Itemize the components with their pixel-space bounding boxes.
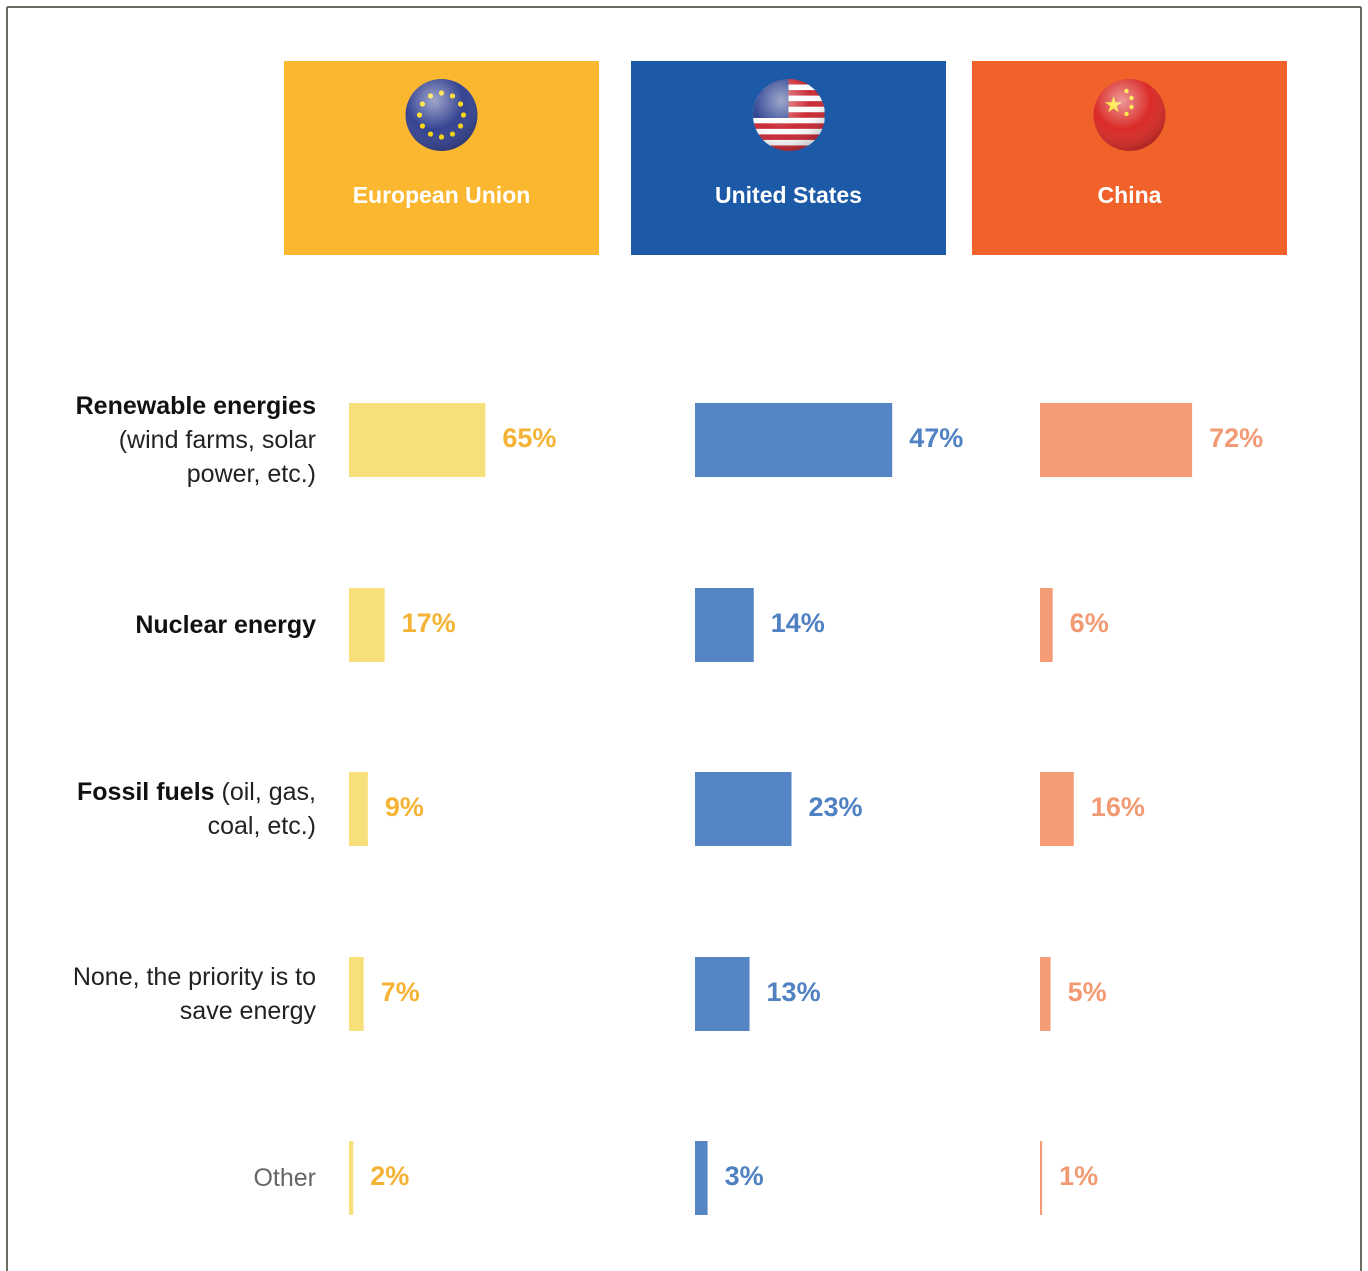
category-detail: (oil, gas, coal, etc.) (207, 778, 316, 840)
category-label: Other (54, 1161, 316, 1195)
value-label: 2% (370, 1161, 409, 1191)
value-label: 3% (725, 1161, 764, 1191)
value-label: 23% (809, 792, 863, 822)
country-name: European Union (353, 182, 531, 208)
bar (1040, 403, 1193, 477)
flag (1093, 79, 1166, 151)
bar (1040, 1141, 1043, 1215)
value-label: 7% (381, 977, 420, 1007)
flag-shine (1093, 79, 1166, 151)
bar (349, 403, 486, 477)
country-name: United States (715, 182, 862, 208)
flag-shine (752, 79, 825, 151)
category-detail: Other (253, 1164, 316, 1192)
frame (6, 6, 1362, 1271)
value-label: 17% (402, 608, 456, 638)
bar (349, 957, 364, 1031)
value-label: 65% (502, 423, 556, 453)
bar (1040, 772, 1074, 846)
category-name: Fossil fuels (77, 778, 215, 806)
value-label: 1% (1059, 1161, 1098, 1191)
category-label: Renewable energies (wind farms, solar po… (54, 389, 316, 491)
category-label: Fossil fuels (oil, gas, coal, etc.) (54, 775, 316, 843)
category-label: None, the priority is to save energy (54, 960, 316, 1028)
bar (1040, 957, 1051, 1031)
category-name: Nuclear energy (135, 611, 316, 639)
bar (695, 588, 754, 662)
flag (405, 79, 478, 151)
category-name: Renewable energies (75, 392, 316, 420)
value-label: 72% (1209, 423, 1263, 453)
flag-shine (405, 79, 478, 151)
category-label: Nuclear energy (54, 608, 316, 642)
category-detail: (wind farms, solar power, etc.) (118, 426, 316, 488)
country-name: China (1098, 182, 1162, 208)
bar (695, 772, 792, 846)
flag (752, 79, 825, 151)
category-detail: None, the priority is to save energy (72, 963, 316, 1025)
value-label: 9% (385, 792, 424, 822)
bar (695, 1141, 708, 1215)
value-label: 14% (771, 608, 825, 638)
bar (349, 1141, 354, 1215)
value-label: 47% (909, 423, 963, 453)
bar (695, 957, 750, 1031)
value-label: 13% (767, 977, 821, 1007)
value-label: 16% (1091, 792, 1145, 822)
value-label: 5% (1068, 977, 1107, 1007)
bar (695, 403, 893, 477)
bar (349, 772, 368, 846)
bar (349, 588, 385, 662)
bar (1040, 588, 1053, 662)
value-label: 6% (1070, 608, 1109, 638)
